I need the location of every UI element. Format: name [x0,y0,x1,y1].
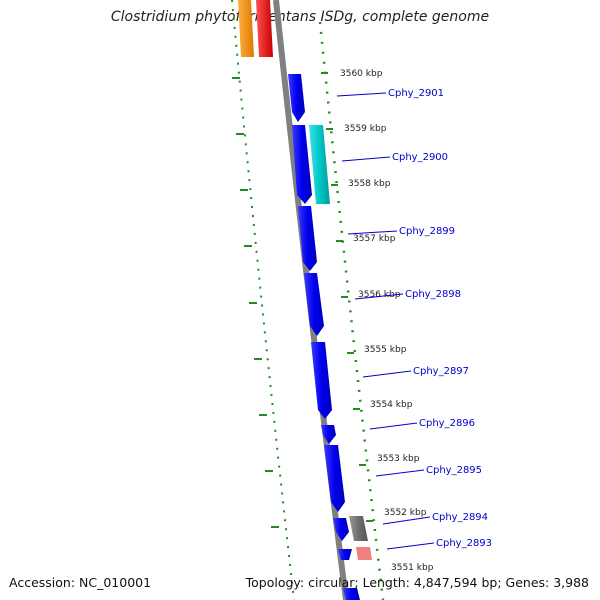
tick-label: 3552 kbp [384,508,427,518]
gene-cds-gray [349,516,368,541]
gene-label[interactable]: Cphy_2898 [405,289,461,300]
gene-arrow [298,206,317,271]
tick-label: 3556 kbp [358,290,401,300]
gene-label[interactable]: Cphy_2897 [413,366,469,377]
gene-arrow-small [338,549,352,560]
gene-arrow [304,273,324,336]
gene-arrow [311,342,332,419]
map-title: Clostridium phytofermentans ISDg, comple… [110,9,490,25]
gc-ring-dashes [232,72,373,528]
gene-cds-cyan [309,125,330,204]
topology-text: Topology: circular; Length: 4,847,594 bp… [245,575,589,590]
gene-label[interactable]: Cphy_2893 [436,538,492,549]
gene-arrow [288,74,305,122]
tick-label: 3555 kbp [364,345,407,355]
gene-arrow [333,518,349,541]
tick-label: 3551 kbp [391,563,434,573]
gene-leader-lines [336,92,435,550]
gene-arrow [343,588,360,600]
gene-arrow [324,445,345,512]
tick-label: 3554 kbp [370,400,413,410]
gene-label[interactable]: Cphy_2896 [419,418,475,429]
gene-label[interactable]: Cphy_2900 [392,152,448,163]
gene-cds-pink [356,547,372,560]
tick-label: 3557 kbp [353,234,396,244]
tick-labels: 3560 kbp 3559 kbp 3558 kbp 3557 kbp 3556… [340,69,434,573]
gene-arrow [292,125,312,204]
tick-label: 3553 kbp [377,454,420,464]
tick-label: 3560 kbp [340,69,383,79]
gene-label[interactable]: Cphy_2899 [399,226,455,237]
gene-arrow [321,425,336,444]
gene-labels: Cphy_2901 Cphy_2900 Cphy_2899 Cphy_2898 … [388,88,492,549]
red-feature [256,0,273,57]
gene-label[interactable]: Cphy_2895 [426,465,482,476]
gene-label[interactable]: Cphy_2901 [388,88,444,99]
gc-ring-outer [318,21,385,600]
gene-label[interactable]: Cphy_2894 [432,512,488,523]
gene-glyphs [288,74,372,600]
orange-feature [238,0,254,57]
accession-text: Accession: NC_010001 [9,575,152,590]
tick-label: 3559 kbp [344,124,387,134]
tick-label: 3558 kbp [348,179,391,189]
